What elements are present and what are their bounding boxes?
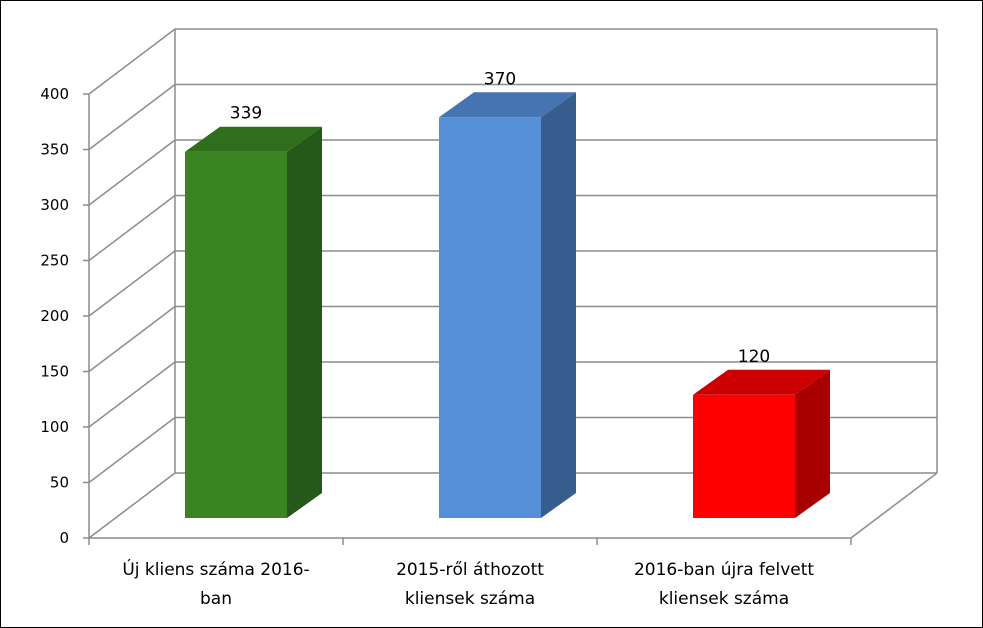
- y-tick-label: 400: [40, 85, 69, 103]
- bar-side: [795, 369, 830, 518]
- side-gridline: [88, 416, 176, 484]
- y-tick-label: 0: [59, 529, 69, 547]
- bar-front: [693, 394, 795, 518]
- side-gridline: [88, 305, 176, 373]
- side-gridline: [88, 194, 176, 262]
- x-category-label: 2016-ban újra felvett: [634, 560, 814, 580]
- labels-layer: 0 50 100 150 200 250 300 350 400 339 Új kliens szá…: [40, 69, 814, 609]
- y-tick-label: 250: [40, 252, 69, 270]
- bar-top: [439, 92, 576, 118]
- bar-side: [541, 92, 576, 519]
- bar-top: [693, 369, 830, 395]
- data-label: 370: [484, 69, 516, 89]
- bar-top: [185, 126, 322, 152]
- side-gridline: [88, 472, 176, 539]
- side-gridline: [88, 139, 176, 206]
- side-gridline: [88, 83, 176, 151]
- y-tick-label: 50: [50, 474, 69, 492]
- y-tick-label: 350: [40, 141, 69, 159]
- x-category-label: Új kliens száma 2016-: [122, 558, 309, 580]
- data-label: 339: [230, 104, 262, 124]
- y-tick-label: 300: [40, 196, 69, 214]
- y-tick-label: 200: [40, 307, 69, 325]
- bar-front: [185, 151, 287, 518]
- side-gridline: [88, 28, 176, 95]
- side-gridline: [88, 361, 176, 428]
- floor-right-edge: [850, 472, 938, 539]
- bars-layer: [185, 92, 830, 519]
- x-category-label: kliensek száma: [405, 589, 535, 609]
- bar-side: [287, 126, 322, 519]
- data-label: 120: [738, 347, 770, 367]
- y-tick-label: 100: [40, 418, 69, 436]
- x-category-label: 2015-ről áthozott: [396, 560, 544, 580]
- side-gridline: [88, 250, 176, 317]
- bar-front: [439, 117, 541, 519]
- y-tick-label: 150: [40, 363, 69, 381]
- x-category-label: ban: [200, 589, 232, 609]
- x-category-label: kliensek száma: [659, 589, 789, 609]
